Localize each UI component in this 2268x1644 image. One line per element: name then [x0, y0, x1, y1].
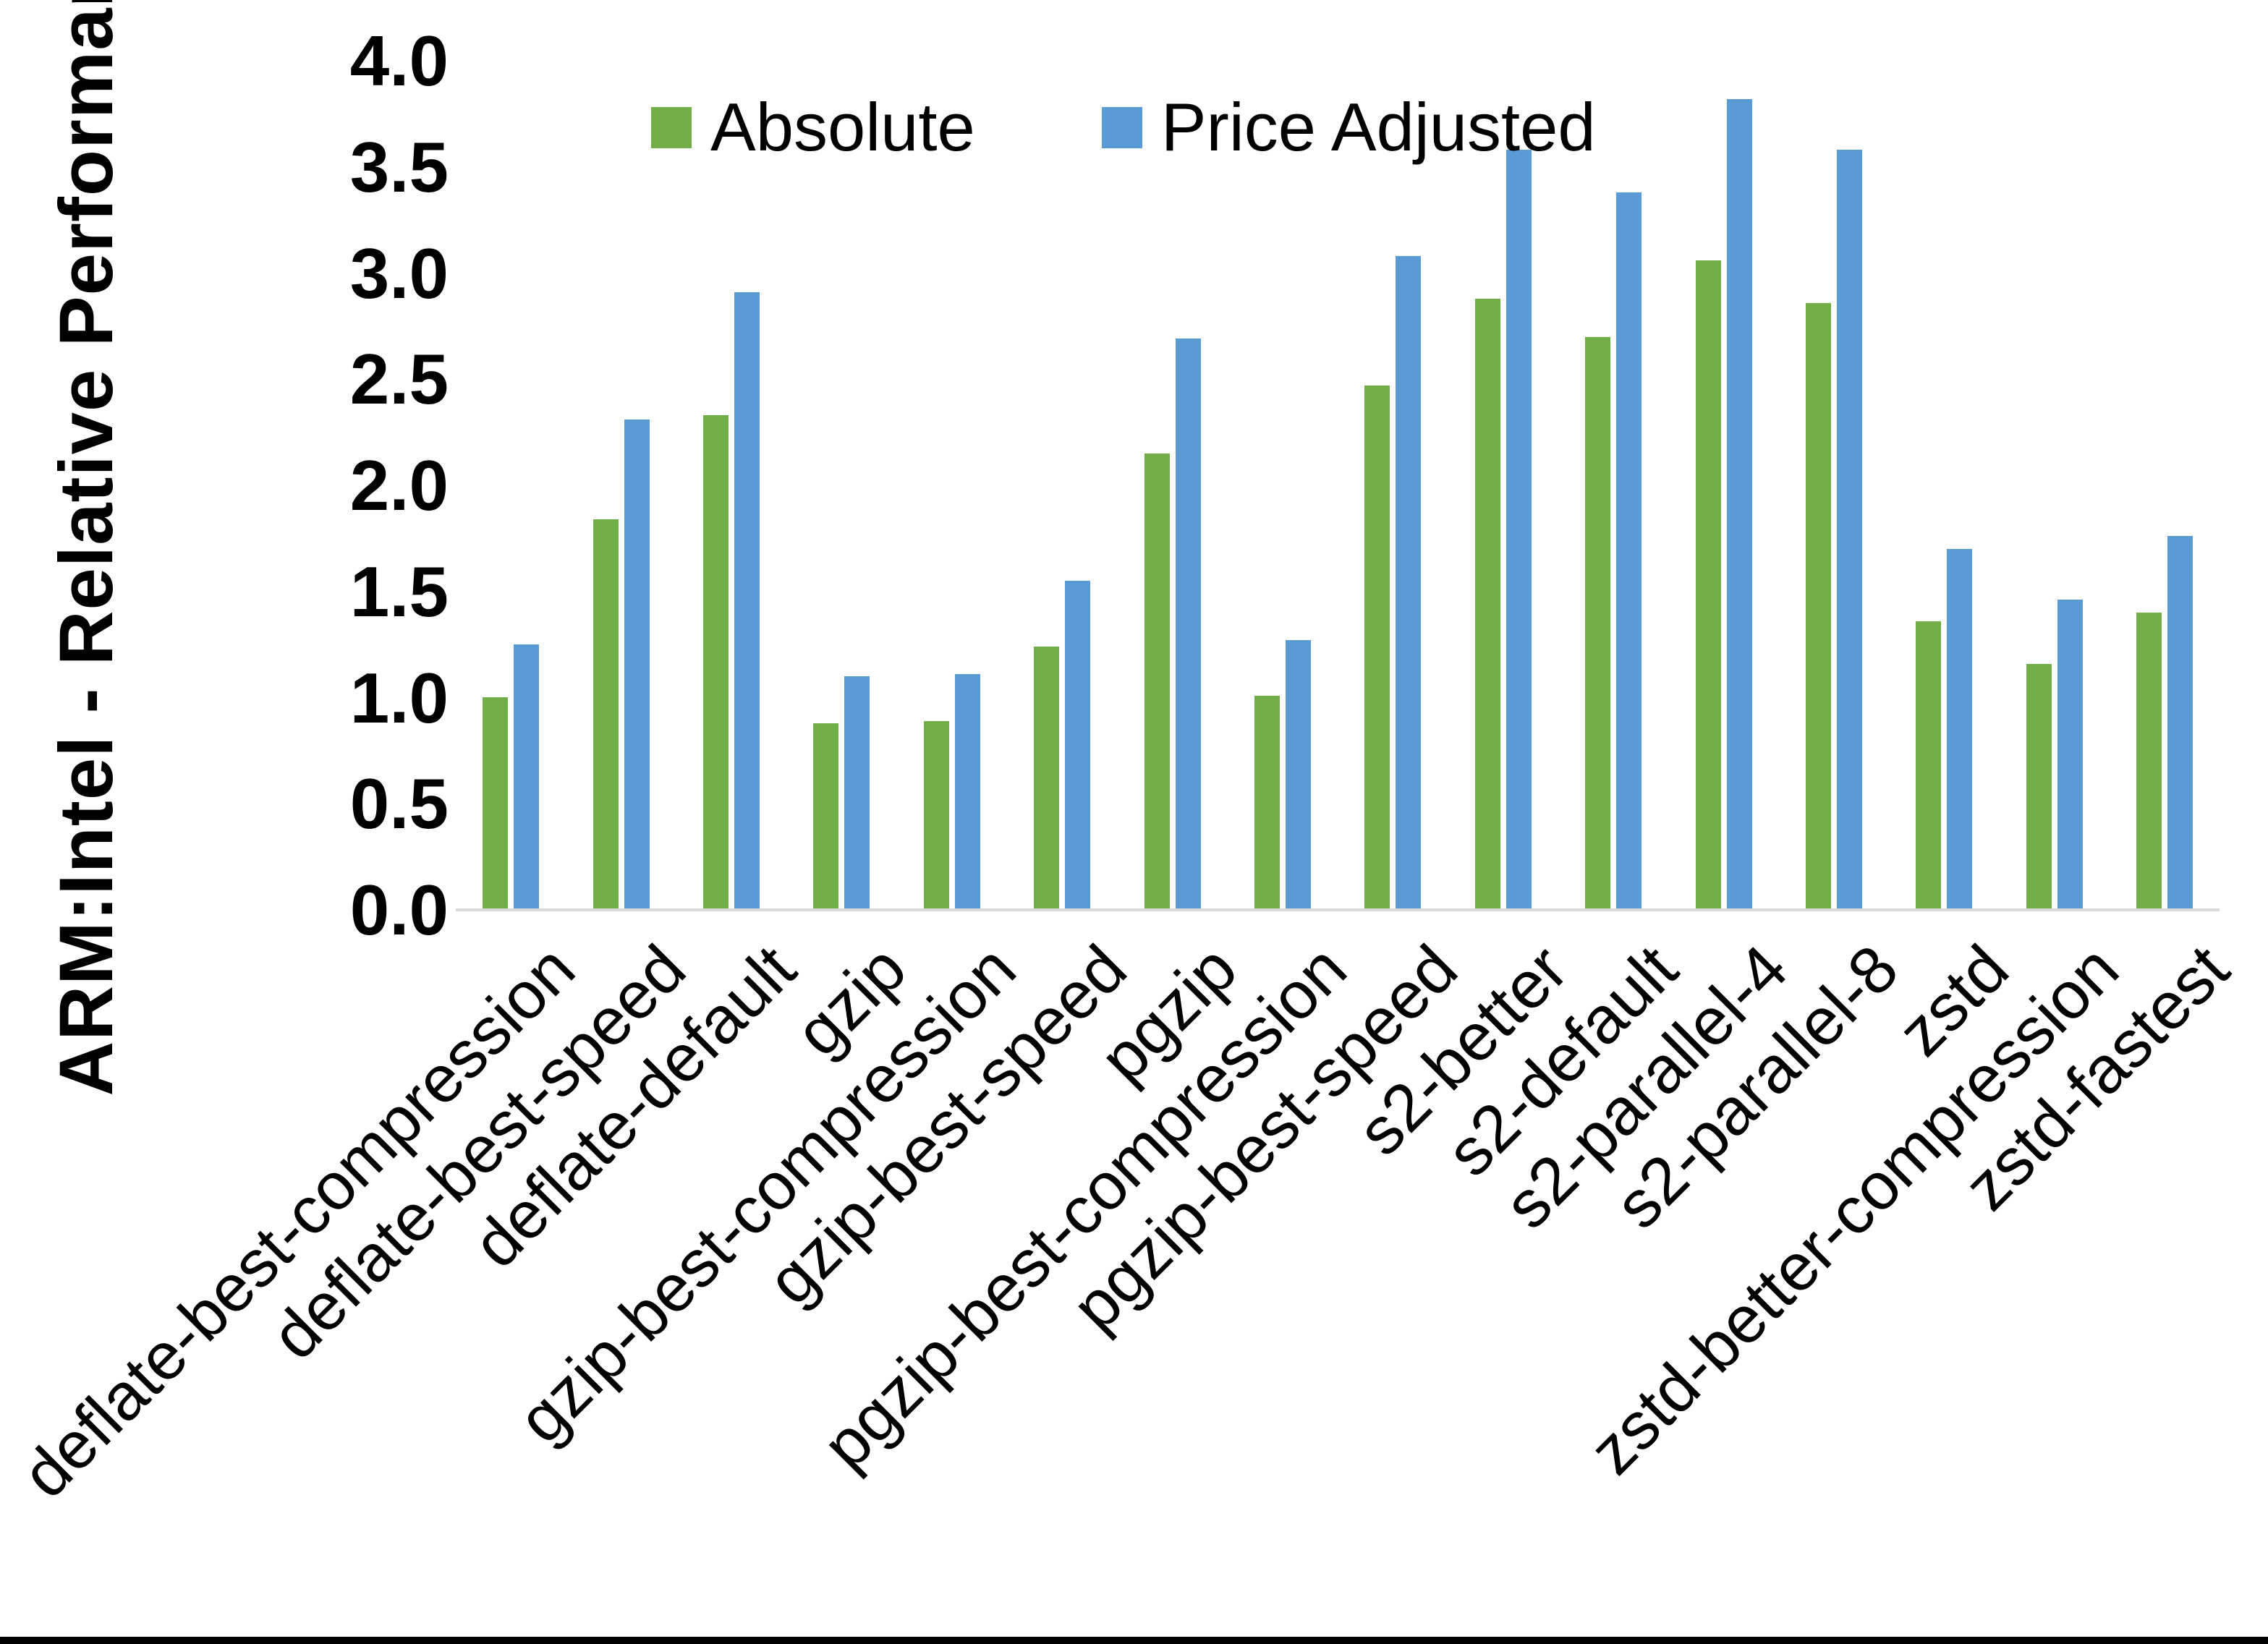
bar-absolute-s2-better	[1475, 299, 1500, 910]
y-tick-label-1.0: 1.0	[349, 657, 449, 738]
bar-price-adjusted-zstd	[1947, 549, 1972, 910]
bar-price-adjusted-zstd-fastest	[2167, 536, 2193, 910]
bar-absolute-deflate-best-speed	[593, 519, 619, 910]
bar-price-adjusted-s2-parallel-4	[1727, 99, 1752, 910]
y-tick-label-3.5: 3.5	[349, 127, 449, 207]
legend-swatch-price-adjusted	[1101, 106, 1142, 148]
x-axis-line	[456, 908, 2220, 911]
bar-absolute-s2-parallel-4	[1696, 260, 1721, 910]
bar-price-adjusted-pgzip	[1176, 338, 1201, 910]
y-tick-label-2.5: 2.5	[349, 339, 449, 419]
bar-price-adjusted-deflate-best-speed	[624, 419, 650, 910]
y-tick-label-3.0: 3.0	[349, 233, 449, 313]
bar-absolute-s2-default	[1585, 337, 1610, 910]
bar-absolute-gzip	[813, 723, 838, 910]
bar-absolute-gzip-best-compression	[924, 721, 949, 910]
bar-price-adjusted-deflate-default	[734, 292, 760, 910]
legend-item-absolute: Absolute	[651, 91, 975, 163]
bar-price-adjusted-pgzip-best-compression	[1286, 640, 1311, 910]
y-tick-label-4.0: 4.0	[349, 21, 449, 101]
bar-absolute-deflate-default	[703, 415, 729, 910]
y-axis-title: ARM:Intel - Relative Performance	[44, 0, 129, 1096]
bar-absolute-s2-parallel-8	[1806, 303, 1831, 910]
bar-absolute-pgzip-best-speed	[1364, 386, 1390, 910]
bar-price-adjusted-s2-default	[1616, 192, 1641, 910]
legend-label-absolute: Absolute	[710, 89, 975, 165]
bar-absolute-zstd	[1916, 621, 1941, 910]
bar-price-adjusted-pgzip-best-speed	[1396, 256, 1421, 910]
bar-price-adjusted-gzip-best-compression	[955, 674, 980, 910]
bar-absolute-zstd-better-compression	[2026, 664, 2052, 910]
y-tick-label-0.0: 0.0	[349, 870, 449, 950]
bar-absolute-pgzip	[1144, 453, 1170, 910]
bar-price-adjusted-s2-better	[1506, 150, 1532, 910]
bar-price-adjusted-deflate-best-compression	[514, 644, 539, 910]
bar-absolute-pgzip-best-compression	[1254, 696, 1280, 910]
bar-price-adjusted-zstd-better-compression	[2057, 600, 2083, 910]
bar-absolute-zstd-fastest	[2136, 613, 2162, 910]
legend: Absolute Price Adjusted	[651, 91, 1596, 163]
bar-price-adjusted-gzip-best-speed	[1065, 581, 1090, 910]
y-tick-label-2.0: 2.0	[349, 446, 449, 525]
y-tick-label-0.5: 0.5	[349, 764, 449, 844]
y-axis-title-box: ARM:Intel - Relative Performance	[22, 0, 152, 1096]
y-tick-label-1.5: 1.5	[349, 551, 449, 631]
bar-price-adjusted-s2-parallel-8	[1837, 150, 1862, 910]
legend-swatch-absolute	[651, 106, 692, 148]
legend-item-price-adjusted: Price Adjusted	[1101, 89, 1596, 165]
legend-label-price-adjusted: Price Adjusted	[1160, 89, 1596, 165]
bar-absolute-gzip-best-speed	[1034, 647, 1059, 910]
bar-absolute-deflate-best-compression	[483, 697, 508, 910]
bar-price-adjusted-gzip	[844, 676, 870, 910]
bottom-border	[0, 1637, 2268, 1644]
